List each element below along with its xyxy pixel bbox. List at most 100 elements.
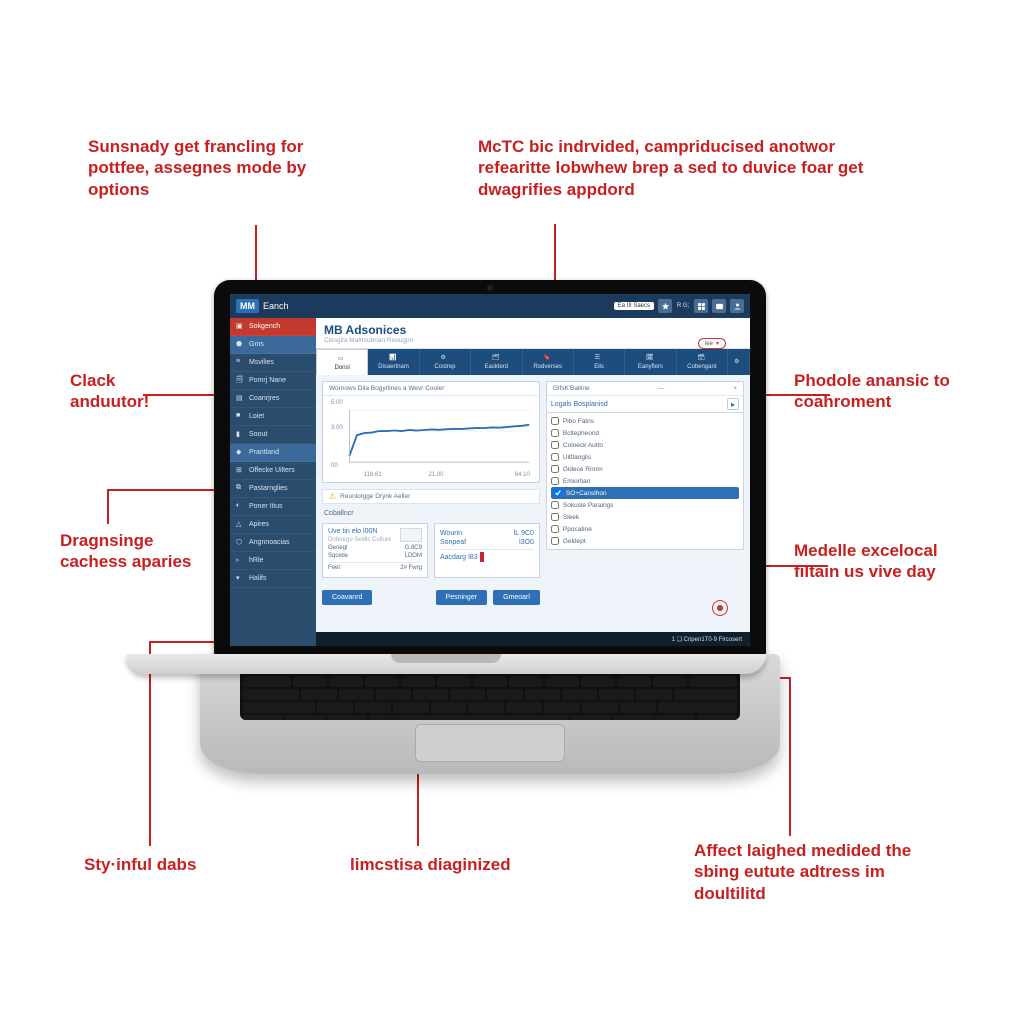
id-icon[interactable]: [712, 299, 726, 313]
check-bcltepheond[interactable]: Bcltepheond: [551, 427, 739, 439]
panel-close-icon[interactable]: ×: [733, 385, 737, 392]
callout-phodole: Phodole anansic to coahroment: [794, 370, 984, 413]
sidebar-item-halifs[interactable]: ▾ Halifs: [230, 570, 316, 588]
sidebar-item-loiet[interactable]: ■Loiet: [230, 408, 316, 426]
grid-icon[interactable]: [694, 299, 708, 313]
sidebar-item-pomrj nane[interactable]: 🗐Pomrj Nane: [230, 372, 316, 390]
laptop-mockup: MM Eanch Ea III Saecs R G; ▣Sokgench⬣Gms…: [214, 280, 766, 774]
callout-clack: Clack anduutor!: [70, 370, 180, 413]
sidebar-item-pastarnglies[interactable]: ⧉Pastarnglies: [230, 480, 316, 498]
sidebar-label: Gms: [249, 341, 264, 348]
record-icon[interactable]: [712, 600, 728, 616]
sidebar-item-prantland[interactable]: ◆Prantland: [230, 444, 316, 462]
sidebar-item-soout[interactable]: ▮Soout: [230, 426, 316, 444]
callout-affect: Affect laighed medided the sbing eutute …: [694, 840, 954, 904]
check-pibo fatns[interactable]: Pibo Fatns: [551, 415, 739, 427]
checkbox[interactable]: [551, 477, 559, 485]
topbar-badge: Ea III Saecs: [614, 302, 654, 310]
check-sleek[interactable]: Sleek: [551, 511, 739, 523]
sidebar-icon: ■: [236, 412, 245, 421]
sidebar-icon: ▹: [236, 556, 245, 565]
sidebar-icon: ⧉: [236, 484, 245, 493]
primary-button[interactable]: Coavanrd: [322, 590, 372, 605]
tab-rodverses[interactable]: 🔖Rodverses: [523, 349, 574, 375]
checkbox[interactable]: [554, 489, 562, 497]
warning-icon: ⚠: [329, 492, 336, 501]
tab-easkterd[interactable]: 🗂Easkterd: [471, 349, 522, 375]
sidebar-label: Msvilies: [249, 359, 274, 366]
trackpad: [415, 724, 565, 762]
sidebar-label: Apires: [249, 521, 269, 528]
tab-label: Eanyflers: [638, 364, 663, 370]
checkbox[interactable]: [551, 537, 559, 545]
card-thumb: [400, 528, 422, 542]
tab-donsl[interactable]: ▭Donsl: [316, 349, 368, 375]
checkbox[interactable]: [551, 441, 559, 449]
tab-label: Cobengant: [687, 364, 716, 370]
sidebar-label: Halifs: [249, 575, 267, 582]
tertiary-button[interactable]: Gmeoarl: [493, 590, 540, 605]
checklist-go-icon[interactable]: ▸: [727, 398, 739, 410]
checkbox[interactable]: [551, 453, 559, 461]
main-area: MB Adsonices Clesgita Malrtsubrian Reoug…: [316, 318, 750, 646]
check-label: Geldept: [563, 538, 586, 545]
check-emiortian[interactable]: Emiortian: [551, 475, 739, 487]
sidebar-icon: ⊞: [236, 466, 245, 475]
check-gidece rnnm[interactable]: Gidece Rnnm: [551, 463, 739, 475]
checkbox[interactable]: [551, 501, 559, 509]
panel-collapse-icon[interactable]: —: [658, 385, 665, 392]
card-title: Uve tin elo l00N: [328, 528, 422, 535]
sidebar-label: Angnnoacias: [249, 539, 289, 546]
sidebar-item-coanrjres[interactable]: ▤Coanrjres: [230, 390, 316, 408]
app-topbar: MM Eanch Ea III Saecs R G;: [230, 294, 750, 318]
star-icon[interactable]: [658, 299, 672, 313]
tab-eils[interactable]: ☰Eils: [574, 349, 625, 375]
check-geldept[interactable]: Geldept: [551, 535, 739, 547]
checkbox[interactable]: [551, 465, 559, 473]
tab-disaertnam[interactable]: 📊Disaertnam: [368, 349, 419, 375]
check-ppocatine[interactable]: Ppocatine: [551, 523, 739, 535]
live-pill[interactable]: lee: [698, 338, 726, 349]
check-label: Pibo Fatns: [563, 418, 594, 425]
tab-settings[interactable]: ⚙: [728, 349, 750, 375]
check-label: Ppocatine: [563, 526, 592, 533]
tab-icon: ☰: [595, 354, 604, 363]
sidebar-item-hrle[interactable]: ▹hRle: [230, 552, 316, 570]
tab-costrep[interactable]: ⚙Costrep: [420, 349, 471, 375]
sidebar-icon: ≡: [236, 358, 245, 367]
check-uittlanglis[interactable]: Uittlanglis: [551, 451, 739, 463]
sidebar-item-gms[interactable]: ⬣Gms: [230, 336, 316, 354]
page-subtitle: Clesgita Malrtsubrian Reougpn: [324, 337, 742, 344]
checkbox[interactable]: [551, 525, 559, 533]
tab-strip: ▭Donsl📊Disaertnam⚙Costrep🗂Easkterd🔖Rodve…: [316, 349, 750, 375]
sidebar-item-sokgench[interactable]: ▣Sokgench: [230, 318, 316, 336]
tab-icon: 🗂: [492, 354, 501, 363]
checkbox[interactable]: [551, 429, 559, 437]
callout-styinful: Sty·inful dabs: [84, 854, 196, 875]
tab-label: Costrep: [434, 364, 455, 370]
callout-limcstisa: limcstisa diaginized: [350, 854, 511, 875]
hint-bar: ⚠ Reunlotgge Drynk Aeller: [322, 489, 540, 504]
tab-icon: ▭: [338, 355, 347, 364]
sidebar-item-apires[interactable]: △Apires: [230, 516, 316, 534]
laptop-hinge: [126, 654, 766, 674]
tab-icon: 🔖: [543, 354, 552, 363]
user-icon[interactable]: [730, 299, 744, 313]
section-label: Coballncr: [322, 510, 540, 517]
sidebar-item-offecke uilters[interactable]: ⊞Offecke Uilters: [230, 462, 316, 480]
tab-eanyflers[interactable]: 🗓Eanyflers: [625, 349, 676, 375]
checkbox[interactable]: [551, 513, 559, 521]
sidebar-item-angnnoacias[interactable]: ⬡Angnnoacias: [230, 534, 316, 552]
chart-title: Wornows Dila Bogyrlines a Wevr Cooler: [323, 382, 539, 396]
check-sokusle paraings[interactable]: Sokusle Paraings: [551, 499, 739, 511]
sidebar-item-poner itius[interactable]: ◐Poner Itius: [230, 498, 316, 516]
check-coloeck autto[interactable]: Coloeck Autto: [551, 439, 739, 451]
sidebar-icon: ▾: [236, 574, 245, 583]
sidebar-icon: ◆: [236, 448, 245, 457]
check-so+canslhon[interactable]: SO+Canslhon: [551, 487, 739, 499]
hint-text: Reunlotgge Drynk Aeller: [340, 493, 410, 500]
sidebar-item-msvilies[interactable]: ≡ Msvilies: [230, 354, 316, 372]
secondary-button[interactable]: Pesninger: [436, 590, 488, 605]
checkbox[interactable]: [551, 417, 559, 425]
tab-cobengant[interactable]: 🗃Cobengant: [677, 349, 728, 375]
